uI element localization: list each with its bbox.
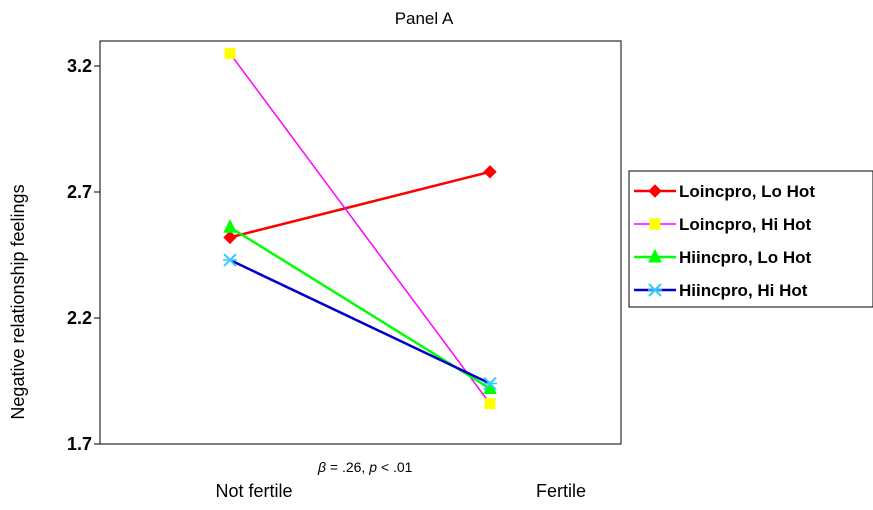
- square-marker: [484, 398, 496, 410]
- square-marker: [224, 47, 236, 59]
- legend-label: Loincpro, Lo Hot: [679, 182, 815, 201]
- y-axis: 1.7 2.2 2.7 3.2: [67, 56, 100, 454]
- series-layer: [223, 47, 497, 410]
- square-marker: [649, 218, 661, 230]
- series-4: [223, 253, 497, 391]
- legend-frame: [628, 170, 873, 308]
- x-tick-label: Fertile: [536, 481, 586, 501]
- y-tick-label: 3.2: [67, 56, 92, 76]
- y-tick-label: 1.7: [67, 434, 92, 454]
- x-axis: Not fertile Fertile: [215, 481, 586, 501]
- y-tick-label: 2.2: [67, 308, 92, 328]
- y-tick-label: 2.7: [67, 182, 92, 202]
- legend-entry: Hiincpro, Hi Hot: [634, 281, 808, 300]
- stat-annotation: β = .26, p < .01: [317, 459, 413, 475]
- y-axis-label: Negative relationship feelings: [8, 184, 28, 419]
- beta-value: = .26,: [326, 459, 369, 475]
- beta-symbol: β: [317, 459, 326, 475]
- chart-title: Panel A: [395, 9, 454, 28]
- legend-label: Hiincpro, Hi Hot: [679, 281, 808, 300]
- series-line: [229, 170, 491, 239]
- legend-entry: Loincpro, Lo Hot: [634, 182, 815, 201]
- star-marker: [483, 376, 497, 391]
- legend-entry: Hiincpro, Lo Hot: [634, 248, 812, 267]
- p-symbol: p: [368, 459, 377, 475]
- triangle-marker: [648, 248, 662, 263]
- triangle-marker: [223, 219, 237, 233]
- legend: Loincpro, Lo Hot Loincpro, Hi Hot Hiincpro…: [628, 170, 873, 308]
- star-marker: [223, 253, 237, 267]
- series-line: [229, 258, 491, 385]
- legend-label: Loincpro, Hi Hot: [679, 215, 812, 234]
- diamond-marker: [223, 230, 237, 245]
- series-1: [223, 165, 497, 245]
- legend-entry: Loincpro, Hi Hot: [634, 215, 812, 234]
- diamond-marker: [483, 165, 497, 179]
- p-value: < .01: [377, 459, 413, 475]
- diamond-marker: [648, 184, 662, 198]
- star-marker: [648, 283, 662, 297]
- legend-label: Hiincpro, Lo Hot: [679, 248, 812, 267]
- x-tick-label: Not fertile: [215, 481, 292, 501]
- series-2: [224, 47, 496, 410]
- plot-area-frame: [99, 40, 622, 445]
- series-line: [229, 52, 491, 405]
